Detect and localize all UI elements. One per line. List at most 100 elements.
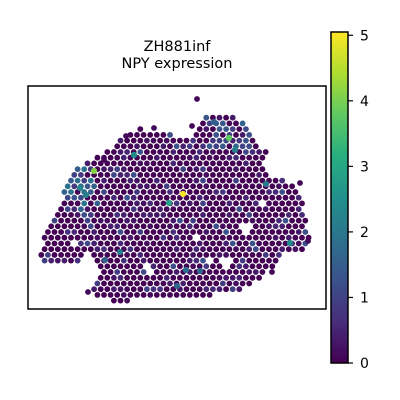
spot <box>153 269 160 275</box>
spot <box>111 274 117 281</box>
spot <box>84 206 91 213</box>
spot <box>213 223 220 230</box>
colorbar-tick-label: 3 <box>360 159 369 175</box>
spot <box>223 229 230 235</box>
spot <box>71 172 78 178</box>
spot <box>200 257 206 264</box>
spot <box>213 166 220 173</box>
spot <box>107 223 114 230</box>
spot <box>153 200 160 207</box>
spot <box>74 177 81 184</box>
spot <box>186 234 193 241</box>
spot <box>200 292 206 298</box>
spot <box>206 246 213 253</box>
spot <box>236 217 243 224</box>
spot <box>94 292 101 298</box>
spot <box>190 217 197 224</box>
spot <box>249 137 256 144</box>
spot <box>130 137 137 144</box>
spot <box>173 154 180 161</box>
spot <box>213 177 220 184</box>
spot <box>279 189 286 195</box>
spot <box>101 269 107 275</box>
spot <box>134 246 140 253</box>
spot <box>170 240 177 247</box>
spot <box>295 206 302 213</box>
spot <box>167 132 173 138</box>
spot <box>111 240 117 247</box>
spot <box>107 246 114 253</box>
spot <box>48 234 55 241</box>
spot <box>117 263 124 270</box>
spot <box>137 217 144 224</box>
spot <box>196 286 203 293</box>
spot <box>101 166 107 173</box>
spot <box>61 234 68 241</box>
spot <box>262 194 269 201</box>
spot <box>183 252 190 258</box>
colorbar-tick-label: 2 <box>360 225 369 241</box>
spot <box>74 246 81 253</box>
spot <box>153 234 160 241</box>
spot <box>276 240 282 247</box>
spot <box>252 234 259 241</box>
spot <box>48 257 55 264</box>
spot <box>120 200 127 207</box>
spot <box>117 229 124 235</box>
spot <box>58 229 64 235</box>
spot <box>78 240 84 247</box>
spot <box>137 126 144 132</box>
spot <box>210 229 216 235</box>
spot <box>134 212 140 218</box>
spot <box>114 212 121 218</box>
spot <box>269 183 276 190</box>
spot <box>58 217 64 224</box>
spot <box>163 274 170 281</box>
spot <box>111 183 117 190</box>
spot <box>233 166 239 173</box>
spot <box>137 206 144 213</box>
spot <box>74 212 81 218</box>
colorbar-tick-label: 5 <box>360 28 369 44</box>
spot <box>256 240 262 247</box>
spot <box>150 172 157 178</box>
spot <box>243 194 249 201</box>
spot <box>120 292 127 298</box>
spot <box>91 160 97 167</box>
spot <box>140 234 147 241</box>
colorbar-tick-label: 4 <box>360 94 369 110</box>
spot <box>223 206 230 213</box>
spot <box>124 229 130 235</box>
spot <box>226 223 233 230</box>
spot <box>147 223 154 230</box>
spot <box>104 252 111 258</box>
spot <box>144 194 150 201</box>
spot <box>259 223 266 230</box>
spot <box>295 240 302 247</box>
spot <box>259 212 266 218</box>
spot <box>229 206 236 213</box>
spot <box>120 223 127 230</box>
spot <box>226 189 233 195</box>
high-expression-spot <box>286 239 294 247</box>
spot <box>153 223 160 230</box>
spot <box>140 166 147 173</box>
spot <box>203 172 210 178</box>
spot <box>150 274 157 281</box>
spot <box>163 240 170 247</box>
spot <box>173 234 180 241</box>
spot <box>160 223 167 230</box>
spot <box>193 132 200 138</box>
spot <box>190 137 197 144</box>
spot <box>78 206 84 213</box>
spot <box>157 252 164 258</box>
spot <box>186 200 193 207</box>
spot <box>249 252 256 258</box>
spot <box>236 286 243 293</box>
spot <box>163 172 170 178</box>
spot <box>213 246 220 253</box>
spot <box>236 194 243 201</box>
spot <box>157 229 164 235</box>
spot <box>147 292 154 298</box>
spot <box>252 177 259 184</box>
